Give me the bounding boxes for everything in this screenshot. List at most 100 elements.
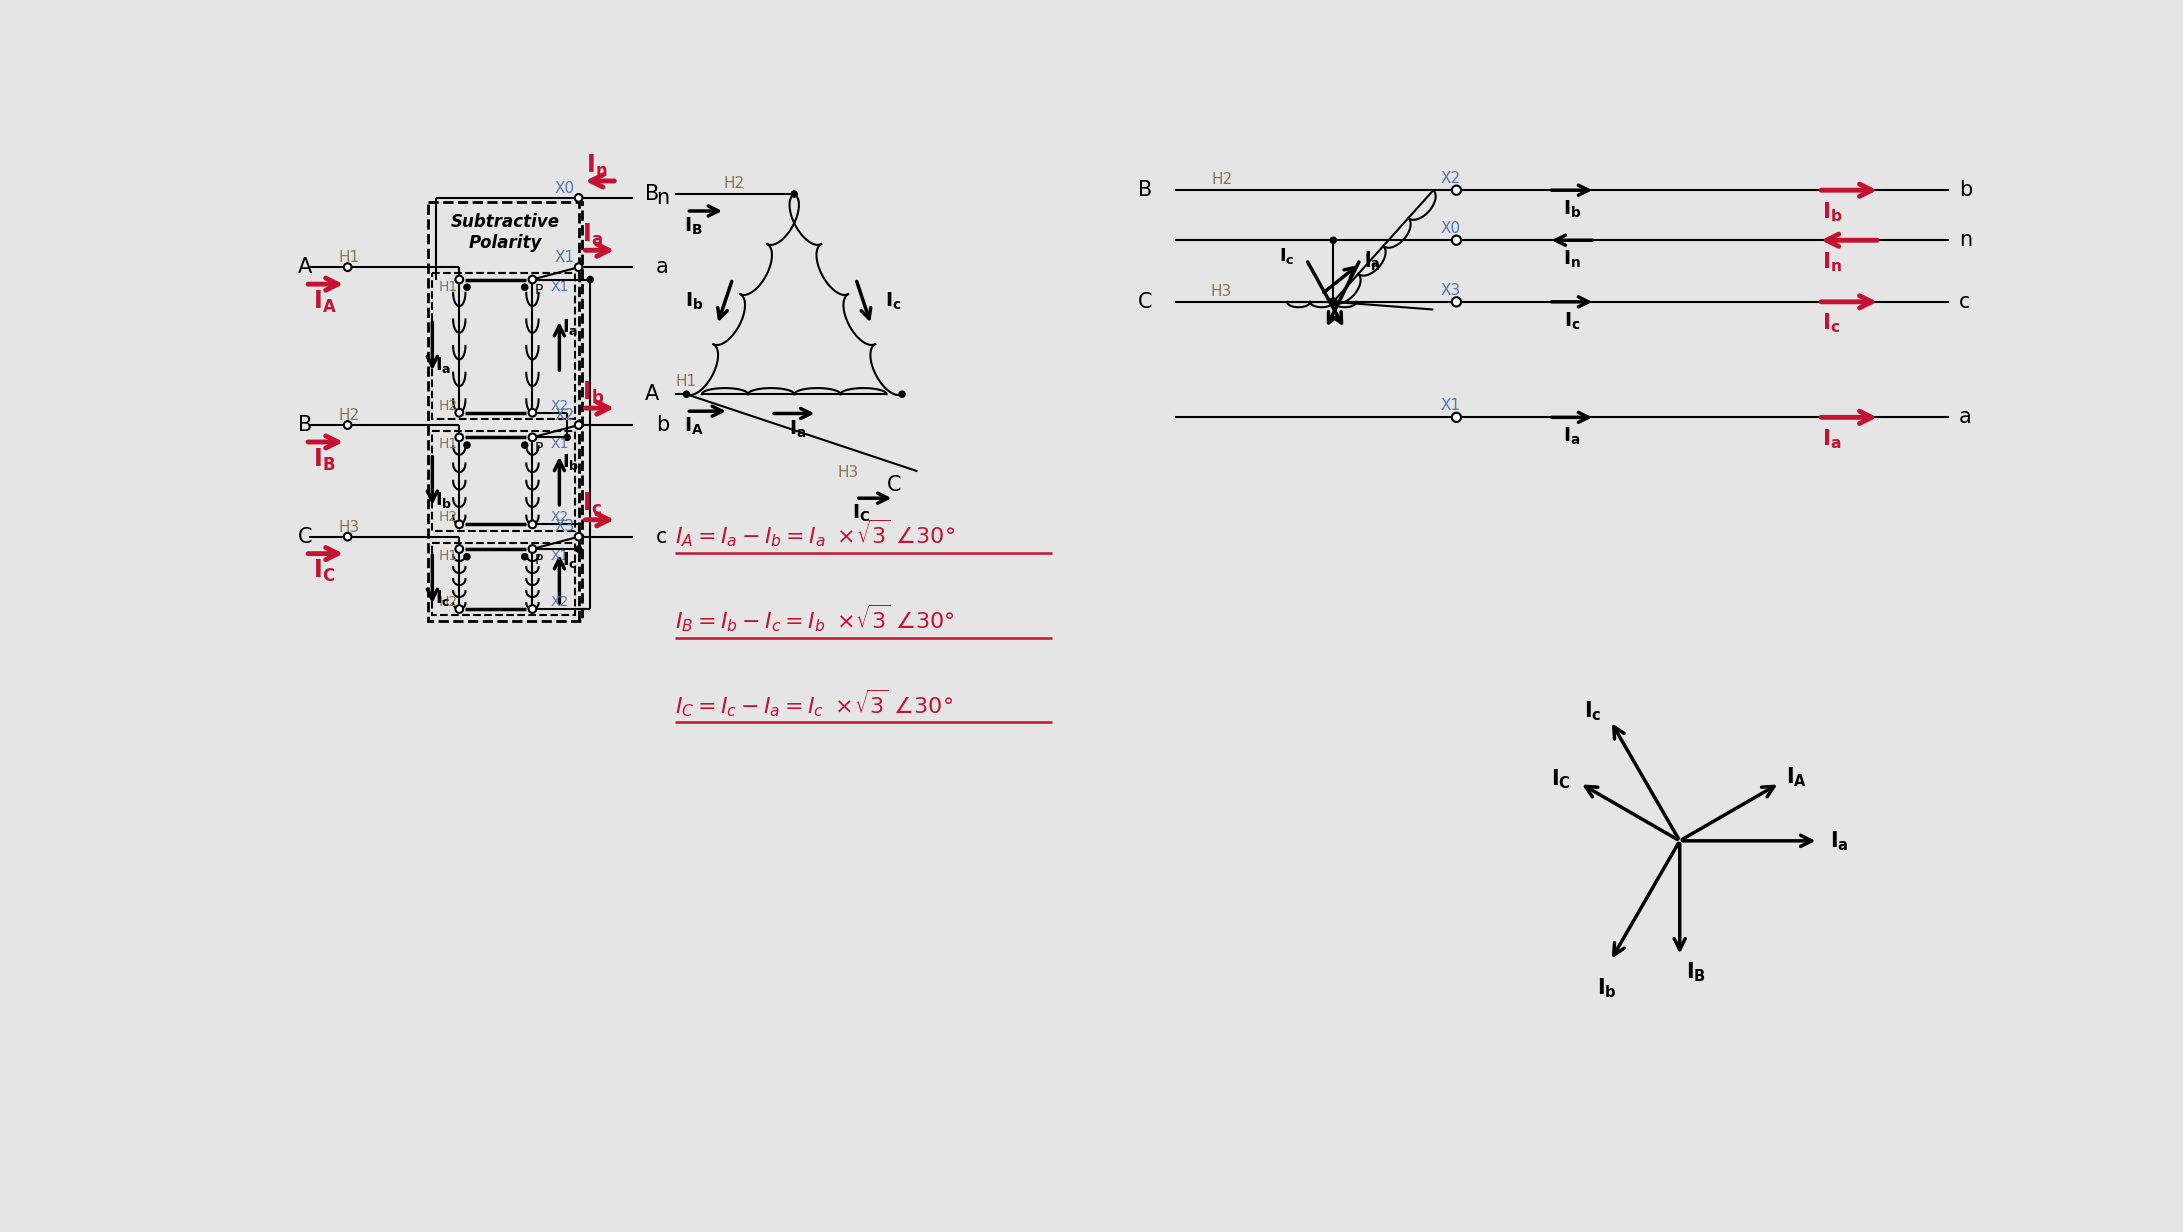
Circle shape (790, 191, 797, 197)
Text: $\mathbf{I_b}$: $\mathbf{I_b}$ (561, 452, 578, 472)
Circle shape (528, 520, 537, 529)
Text: X2: X2 (554, 408, 574, 423)
Text: H2: H2 (1212, 172, 1231, 187)
Text: b: b (1960, 180, 1973, 200)
Circle shape (528, 605, 537, 614)
Text: X2: X2 (550, 510, 568, 525)
Text: H1: H1 (677, 375, 696, 389)
Circle shape (1452, 413, 1460, 421)
Circle shape (576, 546, 581, 552)
Text: H1: H1 (439, 280, 458, 293)
Text: C: C (886, 476, 902, 495)
Text: $\mathbf{I_b}$: $\mathbf{I_b}$ (583, 379, 605, 405)
Text: $\mathbf{I_A}$: $\mathbf{I_A}$ (312, 288, 336, 315)
Text: a: a (655, 257, 668, 277)
Circle shape (522, 553, 528, 559)
Text: X1: X1 (550, 549, 568, 563)
Text: B: B (297, 415, 312, 435)
Circle shape (528, 545, 537, 553)
Text: C: C (297, 527, 312, 547)
Circle shape (465, 553, 469, 559)
Text: $\mathbf{I_A}$: $\mathbf{I_A}$ (683, 416, 705, 437)
Circle shape (1452, 297, 1460, 307)
Text: $\mathbf{I_c}$: $\mathbf{I_c}$ (1583, 700, 1600, 723)
Text: $\mathbf{I_c}$: $\mathbf{I_c}$ (1823, 312, 1840, 335)
Text: B: B (644, 184, 659, 205)
Circle shape (1329, 298, 1336, 306)
Text: $\mathbf{I_b}$: $\mathbf{I_b}$ (434, 490, 452, 510)
Text: H2: H2 (439, 399, 458, 413)
Circle shape (528, 276, 537, 283)
Text: X2: X2 (550, 595, 568, 609)
Text: $\mathbf{I_a}$: $\mathbf{I_a}$ (1364, 250, 1380, 270)
Text: $I_A = I_a - I_b = I_a\ \times\!\sqrt{3}\ \angle 30°$: $I_A = I_a - I_b = I_a\ \times\!\sqrt{3}… (675, 517, 954, 549)
Text: H2: H2 (723, 176, 744, 191)
Text: H3: H3 (338, 520, 360, 535)
Circle shape (456, 605, 463, 614)
Text: Subtractive
Polarity: Subtractive Polarity (452, 213, 561, 251)
Text: H1: H1 (338, 250, 360, 265)
Circle shape (465, 285, 469, 291)
Text: $\mathbf{I_a}$: $\mathbf{I_a}$ (561, 317, 578, 336)
Text: A: A (297, 257, 312, 277)
Text: $\mathbf{I_B}$: $\mathbf{I_B}$ (1685, 960, 1705, 984)
Text: X0: X0 (1441, 222, 1460, 237)
Text: P: P (535, 553, 544, 567)
Text: H2: H2 (439, 510, 458, 525)
Circle shape (1452, 186, 1460, 195)
Circle shape (574, 264, 583, 271)
Text: $\mathbf{I_B}$: $\mathbf{I_B}$ (683, 216, 703, 237)
Text: a: a (1960, 408, 1971, 428)
Text: X3: X3 (554, 519, 574, 535)
Text: H1: H1 (439, 437, 458, 451)
Text: H3: H3 (838, 466, 858, 480)
Text: $\mathbf{I_b}$: $\mathbf{I_b}$ (1823, 200, 1842, 223)
Text: b: b (655, 415, 668, 435)
Text: C: C (1137, 292, 1153, 312)
Text: $\mathbf{I_C}$: $\mathbf{I_C}$ (1550, 768, 1570, 791)
Text: n: n (1960, 230, 1973, 250)
Circle shape (563, 434, 570, 440)
Text: H3: H3 (1212, 283, 1231, 298)
Circle shape (522, 285, 528, 291)
Text: $\mathbf{I_a}$: $\mathbf{I_a}$ (1829, 829, 1849, 853)
Text: P: P (535, 283, 544, 297)
Text: X1: X1 (550, 280, 568, 293)
Circle shape (456, 276, 463, 283)
Text: c: c (1960, 292, 1971, 312)
Text: $\mathbf{I_c}$: $\mathbf{I_c}$ (1279, 245, 1295, 266)
Text: $\mathbf{I_a}$: $\mathbf{I_a}$ (583, 222, 603, 248)
Circle shape (528, 409, 537, 416)
Text: A: A (644, 384, 659, 404)
Text: H2: H2 (439, 595, 458, 609)
Text: $\mathbf{I_c}$: $\mathbf{I_c}$ (884, 291, 902, 313)
Text: H2: H2 (338, 408, 360, 424)
Circle shape (456, 409, 463, 416)
Text: X0: X0 (554, 181, 574, 196)
Text: $\mathbf{I_n}$: $\mathbf{I_n}$ (1364, 251, 1382, 272)
Text: $I_B = I_b - I_c = I_b\ \times\!\sqrt{3}\ \angle 30°$: $I_B = I_b - I_c = I_b\ \times\!\sqrt{3}… (675, 602, 954, 634)
Circle shape (343, 532, 351, 541)
Text: $\mathbf{I_B}$: $\mathbf{I_B}$ (312, 446, 336, 473)
Circle shape (683, 391, 690, 397)
Circle shape (456, 434, 463, 441)
Text: B: B (1137, 180, 1153, 200)
Text: X3: X3 (1441, 283, 1460, 298)
Text: n: n (655, 188, 668, 208)
Circle shape (574, 193, 583, 202)
Circle shape (465, 442, 469, 448)
Circle shape (574, 421, 583, 429)
Circle shape (528, 434, 537, 441)
Circle shape (343, 421, 351, 429)
Text: X1: X1 (554, 250, 574, 265)
Text: P: P (535, 441, 544, 455)
Text: X1: X1 (550, 437, 568, 451)
Circle shape (1452, 235, 1460, 245)
Text: $\mathbf{I_n}$: $\mathbf{I_n}$ (1823, 250, 1842, 274)
Circle shape (587, 276, 594, 282)
Circle shape (456, 520, 463, 529)
Text: $\mathbf{I_C}$: $\mathbf{I_C}$ (312, 558, 336, 584)
Text: $\mathbf{I_c}$: $\mathbf{I_c}$ (561, 549, 576, 569)
Text: $\mathbf{I_a}$: $\mathbf{I_a}$ (790, 418, 808, 440)
Text: $\mathbf{I_b}$: $\mathbf{I_b}$ (685, 291, 703, 313)
